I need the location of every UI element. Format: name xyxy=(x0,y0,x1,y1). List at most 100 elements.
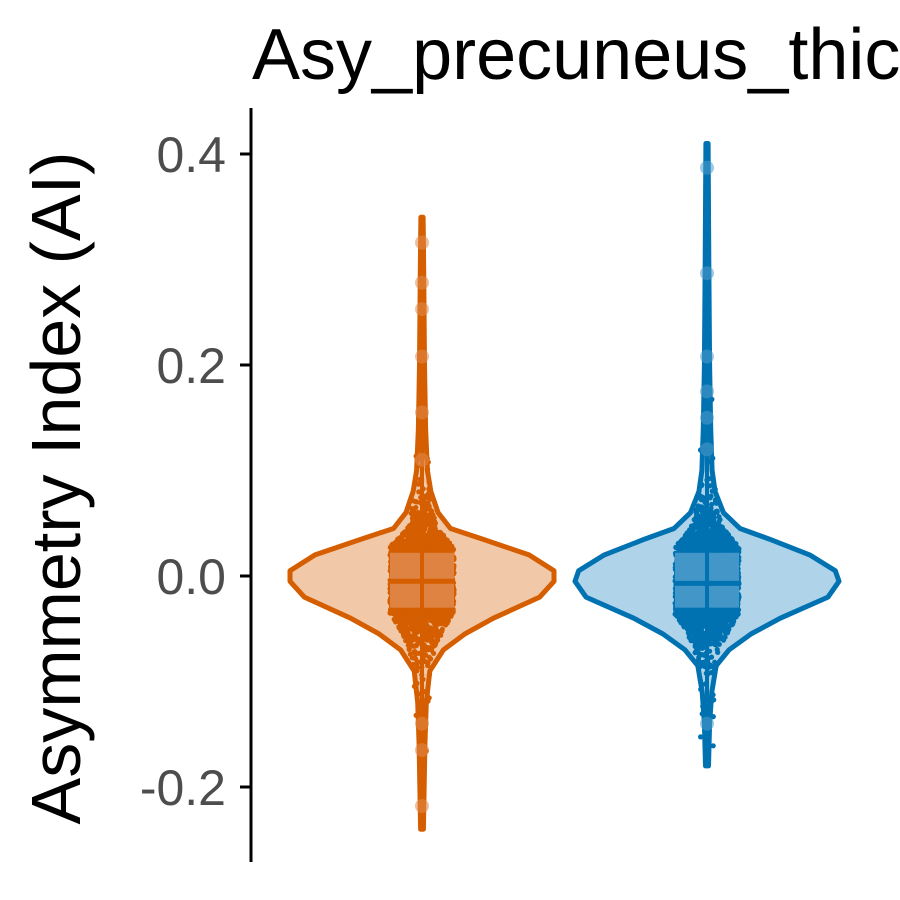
data-point xyxy=(426,479,432,485)
data-point xyxy=(413,642,420,649)
data-point xyxy=(443,608,449,614)
data-point xyxy=(406,639,412,646)
data-point xyxy=(427,516,434,522)
data-point xyxy=(710,482,716,488)
data-point xyxy=(426,672,432,678)
data-point xyxy=(448,547,455,553)
data-point xyxy=(412,521,418,527)
data-point xyxy=(425,466,431,472)
data-point xyxy=(429,540,435,546)
outlier-point xyxy=(415,452,429,467)
data-point xyxy=(415,481,421,487)
data-point xyxy=(425,698,431,704)
data-point xyxy=(711,697,717,703)
data-point xyxy=(408,633,414,640)
data-point xyxy=(673,544,679,551)
outlier-point xyxy=(415,235,429,250)
data-point xyxy=(427,607,433,613)
data-point xyxy=(409,510,415,517)
data-point xyxy=(406,539,412,545)
data-point xyxy=(434,629,440,636)
data-point xyxy=(710,692,716,698)
data-point xyxy=(428,618,434,624)
data-point xyxy=(424,615,430,621)
data-point xyxy=(400,533,406,539)
data-point xyxy=(713,500,720,506)
data-point xyxy=(431,522,438,528)
data-point xyxy=(431,518,438,524)
data-point xyxy=(717,628,723,634)
data-point xyxy=(442,546,448,553)
data-point xyxy=(426,490,432,496)
outlier-point xyxy=(415,798,429,813)
data-point xyxy=(690,533,696,539)
data-point xyxy=(700,703,706,709)
data-point xyxy=(688,638,694,644)
data-point xyxy=(401,629,407,635)
data-point xyxy=(407,644,413,650)
data-point xyxy=(408,612,414,618)
data-point xyxy=(426,503,432,509)
data-point xyxy=(713,624,719,630)
data-point xyxy=(410,498,416,504)
data-point xyxy=(403,633,409,640)
data-point xyxy=(414,537,420,543)
data-point xyxy=(698,686,704,693)
y-tick-label: 0.2 xyxy=(156,338,226,394)
outlier-point xyxy=(415,716,429,731)
data-point xyxy=(425,636,431,642)
data-point xyxy=(695,512,701,519)
data-point xyxy=(710,743,716,749)
data-point xyxy=(441,536,447,542)
data-point xyxy=(436,538,442,544)
data-point xyxy=(432,534,438,541)
data-point xyxy=(404,531,410,538)
data-point xyxy=(404,609,410,616)
data-point xyxy=(414,668,420,674)
data-point xyxy=(734,544,740,551)
data-point xyxy=(438,530,444,537)
data-point xyxy=(425,540,431,546)
data-point xyxy=(443,614,449,620)
y-tick-label: -0.2 xyxy=(140,760,226,816)
outlier-point xyxy=(415,405,429,420)
data-point xyxy=(413,712,419,718)
data-point xyxy=(410,541,416,547)
data-point xyxy=(409,515,415,521)
data-point xyxy=(402,545,408,551)
data-point xyxy=(712,659,718,665)
violin-group xyxy=(572,141,842,769)
data-point xyxy=(426,486,432,492)
data-point xyxy=(396,613,402,619)
data-point xyxy=(436,620,442,627)
data-point xyxy=(428,656,434,662)
data-point xyxy=(439,626,445,632)
data-point xyxy=(710,714,716,720)
data-point xyxy=(699,693,706,699)
data-point xyxy=(696,661,702,667)
data-point xyxy=(403,620,409,626)
outlier-point xyxy=(415,302,429,317)
data-point xyxy=(708,654,715,660)
y-tick-label: 0.0 xyxy=(156,549,226,605)
data-point xyxy=(709,488,715,494)
data-point xyxy=(389,542,395,549)
data-point xyxy=(411,608,417,614)
data-point xyxy=(398,546,404,552)
outlier-point xyxy=(415,275,429,290)
data-point xyxy=(699,482,705,488)
chart-title: Asy_precuneus_thic xyxy=(252,15,900,95)
data-point xyxy=(411,620,417,626)
data-point xyxy=(714,646,720,653)
data-point xyxy=(406,616,412,622)
data-point xyxy=(415,609,422,616)
data-point xyxy=(413,504,419,511)
data-point xyxy=(409,526,415,532)
data-point xyxy=(398,542,404,549)
data-point xyxy=(415,509,421,515)
data-point xyxy=(410,661,416,668)
data-point xyxy=(425,662,431,669)
y-tick-label: 0.4 xyxy=(156,127,226,183)
violins-layer xyxy=(287,141,842,832)
data-point xyxy=(431,643,437,649)
